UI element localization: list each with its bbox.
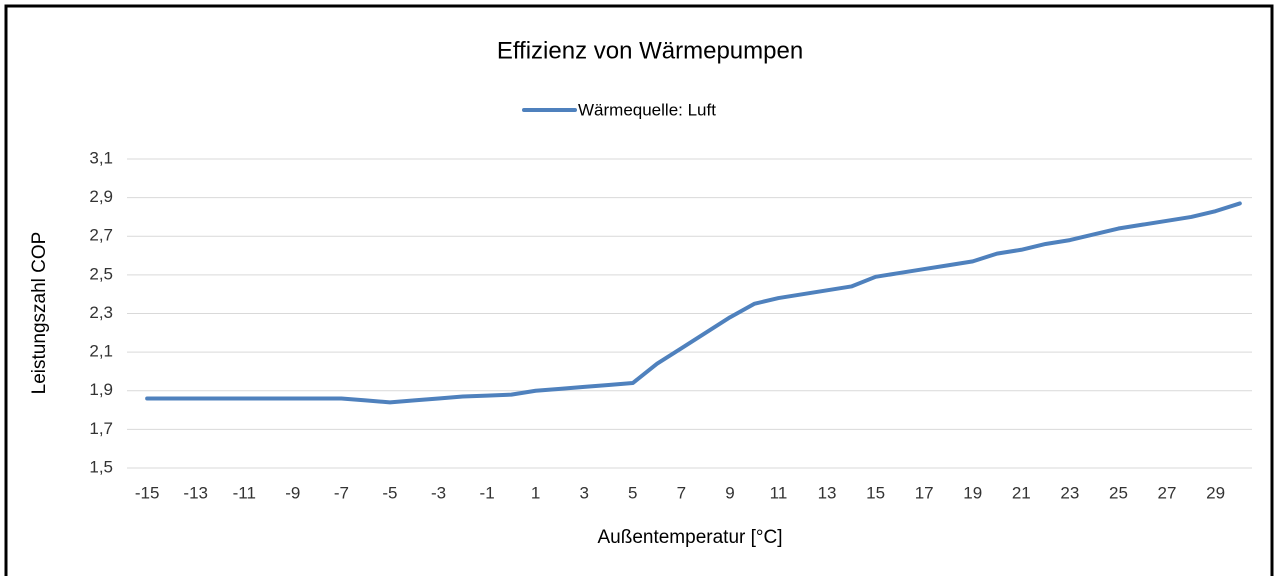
x-tick-label: 19 (963, 483, 982, 502)
y-axis-label: Leistungszahl COP (29, 232, 50, 395)
x-tick-label: 27 (1158, 483, 1177, 502)
x-tick-label: -9 (285, 483, 300, 502)
x-tick-label: 3 (579, 483, 588, 502)
x-tick-label: 11 (770, 483, 788, 502)
x-tick-label: 15 (866, 483, 885, 502)
x-tick-label: 23 (1060, 483, 1079, 502)
y-tick-label: 2,7 (89, 226, 113, 245)
line (145, 201, 1242, 405)
x-tick-label: 7 (677, 483, 686, 502)
x-tick-label: -3 (431, 483, 446, 502)
y-tick-label: 1,5 (89, 457, 113, 476)
x-tick-label: 13 (818, 483, 837, 502)
x-tick-label: 5 (628, 483, 637, 502)
y-tick-label: 1,7 (89, 419, 113, 438)
x-axis-label: Außentemperatur [°C] (597, 527, 782, 548)
x-tick-label: -15 (135, 483, 160, 502)
x-tick-label: 25 (1109, 483, 1128, 502)
chart-title: Effizienz von Wärmepumpen (497, 37, 803, 64)
x-tick-label: 9 (725, 483, 734, 502)
y-tick-label: 2,5 (89, 264, 113, 283)
legend-label: Wärmequelle: Luft (578, 100, 716, 119)
x-tick-label: -7 (334, 483, 349, 502)
x-tick-label: -13 (183, 483, 208, 502)
y-tick-label: 3,1 (89, 148, 113, 167)
x-tick-label: 1 (531, 483, 540, 502)
y-tick-label: 2,9 (89, 187, 113, 206)
x-tick-label: 29 (1206, 483, 1225, 502)
x-tick-label: -11 (233, 483, 256, 502)
x-tick-label: -5 (382, 483, 397, 502)
x-tick-label: 21 (1012, 483, 1031, 502)
y-tick-label: 2,3 (89, 303, 113, 322)
y-tick-label: 2,1 (89, 342, 113, 361)
frame (4, 4, 1274, 576)
x-tick-label: 17 (915, 483, 934, 502)
x-tick-label: -1 (480, 483, 495, 502)
y-tick-label: 1,9 (89, 380, 113, 399)
